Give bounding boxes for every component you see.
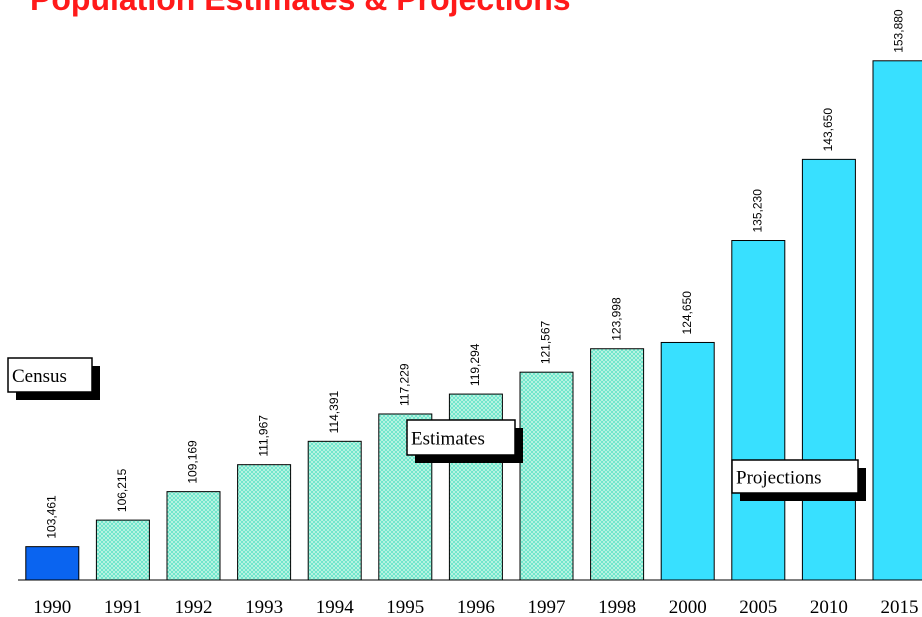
x-tick-label: 2010 [810, 597, 848, 617]
annotation: Census [7, 357, 100, 400]
annotation-box [406, 419, 516, 456]
bar [307, 440, 362, 581]
value-label: 143,650 [821, 108, 835, 152]
x-tick-label: 1990 [33, 597, 71, 617]
value-label: 119,294 [468, 343, 482, 386]
chart-title: Population Estimates & Projections [30, 0, 571, 17]
value-label: 117,229 [397, 363, 411, 406]
value-label: 111,967 [256, 415, 270, 457]
value-label: 124,650 [680, 291, 694, 335]
x-tick-label: 1995 [386, 597, 424, 617]
value-label: 123,998 [609, 297, 623, 341]
value-label: 114,391 [327, 391, 341, 434]
annotation-text: Census [12, 366, 67, 387]
x-tick-label: 1993 [245, 597, 283, 617]
bar [166, 491, 221, 581]
x-tick-label: 1991 [104, 597, 142, 617]
x-tick-label: 2000 [669, 597, 707, 617]
x-tick-label: 1998 [598, 597, 636, 617]
annotation: Estimates [406, 419, 523, 463]
bar [95, 519, 150, 581]
bar [237, 464, 292, 581]
x-tick-label: 1996 [457, 597, 495, 617]
annotation: Projections [731, 459, 866, 501]
x-tick-label: 1994 [316, 597, 355, 617]
value-label: 103,461 [44, 495, 58, 539]
value-label: 153,880 [892, 9, 906, 53]
bar [590, 348, 645, 581]
bar [731, 240, 786, 581]
bar [801, 158, 856, 581]
annotation-text: Estimates [411, 429, 485, 450]
annotation-box [731, 459, 859, 494]
bar [519, 371, 574, 581]
x-tick-label: 1992 [175, 597, 213, 617]
x-tick-label: 2015 [881, 597, 919, 617]
bar [25, 546, 80, 581]
x-tick-label: 1997 [528, 597, 566, 617]
bar [660, 341, 715, 581]
x-tick-label: 2005 [739, 597, 777, 617]
value-label: 109,169 [186, 440, 200, 484]
annotation-text: Projections [736, 468, 822, 489]
value-label: 106,215 [115, 468, 129, 512]
annotation-box [7, 357, 93, 393]
value-label: 135,230 [750, 189, 764, 233]
bar [872, 60, 922, 581]
value-label: 121,567 [539, 320, 553, 364]
